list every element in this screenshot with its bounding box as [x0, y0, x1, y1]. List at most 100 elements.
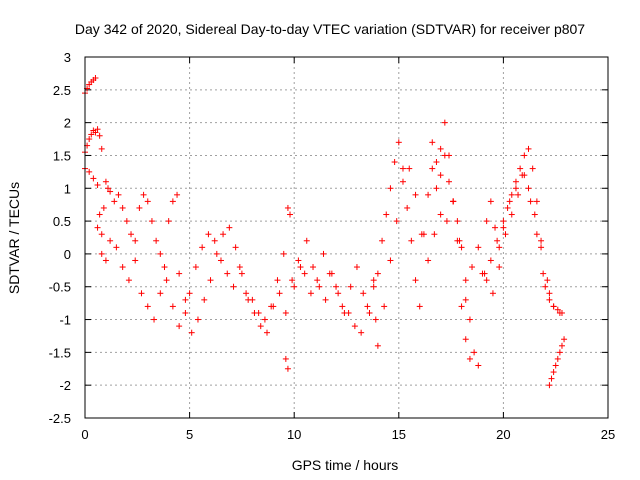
data-point	[504, 204, 511, 211]
data-point	[132, 257, 139, 264]
y-tick-label: 3	[64, 50, 71, 65]
data-point	[320, 250, 327, 257]
data-point	[94, 181, 101, 188]
y-tick-label: 0	[64, 247, 71, 262]
data-point	[489, 290, 496, 297]
data-point	[153, 237, 160, 244]
data-point	[500, 224, 507, 231]
data-point	[297, 264, 304, 271]
data-point	[481, 270, 488, 277]
data-point	[462, 277, 469, 284]
data-point	[512, 178, 519, 185]
data-point	[358, 329, 365, 336]
data-point	[487, 198, 494, 205]
plot-frame	[84, 56, 609, 419]
data-point	[462, 296, 469, 303]
data-point	[322, 296, 329, 303]
data-point	[383, 211, 390, 218]
data-point	[289, 277, 296, 284]
data-point	[226, 224, 233, 231]
data-point	[366, 309, 373, 316]
data-point	[429, 139, 436, 146]
data-point	[284, 204, 291, 211]
x-tick-label: 5	[186, 427, 193, 442]
data-point	[194, 316, 201, 323]
data-point	[496, 244, 503, 251]
data-point	[270, 303, 277, 310]
data-point	[554, 355, 561, 362]
data-point	[391, 159, 398, 166]
data-point	[157, 250, 164, 257]
data-point	[123, 218, 130, 225]
data-point	[556, 309, 563, 316]
data-point	[351, 323, 358, 330]
data-point	[483, 277, 490, 284]
data-point	[437, 145, 444, 152]
y-tick-label: -2.5	[49, 411, 71, 426]
data-point	[408, 237, 415, 244]
x-tick-label: 20	[496, 427, 510, 442]
data-point	[169, 303, 176, 310]
data-point	[280, 250, 287, 257]
data-point	[224, 270, 231, 277]
data-point	[161, 264, 168, 271]
data-point	[552, 362, 559, 369]
data-point	[107, 237, 114, 244]
y-tick-label: 1.5	[53, 148, 71, 163]
data-point	[399, 165, 406, 172]
data-point	[500, 218, 507, 225]
data-point	[282, 355, 289, 362]
data-point	[98, 145, 105, 152]
data-point	[353, 264, 360, 271]
data-point	[412, 277, 419, 284]
data-point	[347, 283, 354, 290]
data-point	[243, 290, 250, 297]
data-point	[546, 382, 553, 389]
data-point	[205, 231, 212, 238]
data-point	[527, 198, 534, 205]
data-point	[483, 218, 490, 225]
data-point	[429, 165, 436, 172]
data-point	[418, 231, 425, 238]
y-tick-label: 2.5	[53, 83, 71, 98]
data-point	[370, 277, 377, 284]
data-point	[199, 244, 206, 251]
x-tick-label: 10	[287, 427, 301, 442]
data-point	[404, 204, 411, 211]
data-point	[192, 264, 199, 271]
data-point	[136, 204, 143, 211]
data-point	[88, 131, 95, 138]
data-point	[521, 172, 528, 179]
y-tick-label: 2	[64, 116, 71, 131]
data-point	[333, 283, 340, 290]
data-point	[538, 237, 545, 244]
y-axis-label: SDTVAR / TECUs	[6, 182, 22, 294]
data-point	[533, 198, 540, 205]
data-point	[102, 178, 109, 185]
data-point	[538, 244, 545, 251]
data-points	[82, 75, 568, 389]
data-point	[425, 191, 432, 198]
data-point	[558, 342, 565, 349]
data-point	[550, 303, 557, 310]
data-point	[441, 119, 448, 126]
data-point	[291, 283, 298, 290]
data-point	[437, 172, 444, 179]
data-point	[431, 231, 438, 238]
data-point	[314, 277, 321, 284]
data-point	[182, 309, 189, 316]
data-point	[475, 244, 482, 251]
data-point	[100, 204, 107, 211]
data-point	[508, 211, 515, 218]
data-point	[469, 264, 476, 271]
data-point	[395, 139, 402, 146]
data-point	[182, 296, 189, 303]
data-point	[310, 264, 317, 271]
data-point	[96, 211, 103, 218]
data-point	[236, 264, 243, 271]
data-point	[374, 342, 381, 349]
data-point	[416, 303, 423, 310]
data-point	[525, 145, 532, 152]
data-point	[119, 264, 126, 271]
data-point	[220, 231, 227, 238]
